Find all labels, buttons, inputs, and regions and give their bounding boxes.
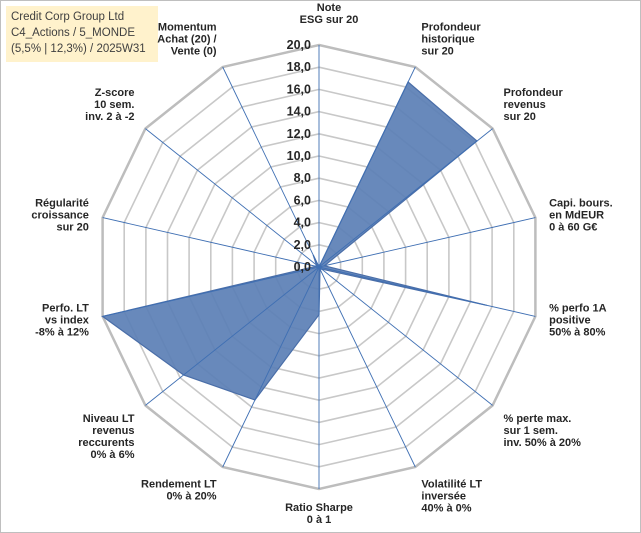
axis-label-8-line-0: Rendement LT — [141, 479, 217, 491]
axis-label-2-line-2: sur 20 — [504, 111, 536, 123]
axis-label-11-line-0: Régularité — [35, 198, 89, 210]
axis-label-1-line-0: Profondeur — [421, 21, 481, 33]
tick-label-6: 12,0 — [287, 127, 311, 141]
axis-label-8: Rendement LT0% à 20% — [141, 479, 217, 503]
axis-label-4-line-0: % perfo 1A — [549, 303, 607, 315]
axis-label-3-line-0: Capi. bours. — [549, 198, 613, 210]
axis-label-8-line-1: 0% à 20% — [166, 491, 216, 503]
spoke-5 — [318, 266, 493, 406]
axis-label-5-line-0: % perte max. — [504, 413, 572, 425]
axis-label-9-line-3: 0% à 6% — [90, 449, 134, 461]
tick-label-10: 20,0 — [287, 38, 311, 52]
tick-label-3: 6,0 — [294, 193, 311, 207]
spoke-4 — [318, 266, 536, 317]
axis-label-9-line-2: reccurents — [78, 437, 134, 449]
tick-label-9: 18,0 — [287, 60, 311, 74]
axis-label-7-line-0: Ratio Sharpe — [285, 502, 353, 514]
chart-title-box: Credit Corp Group Ltd C4_Actions / 5_MON… — [6, 6, 158, 62]
axis-label-5: % perte max.sur 1 sem.inv. 50% à 20% — [504, 413, 582, 449]
axis-label-6-line-2: 40% à 0% — [421, 503, 471, 515]
axis-label-3-line-2: 0 à 60 G€ — [549, 222, 597, 234]
spoke-10 — [102, 266, 320, 317]
axis-label-10-line-0: Perfo. LT — [42, 303, 89, 315]
axis-label-5-line-1: sur 1 sem. — [504, 425, 558, 437]
title-line-2: C4_Actions / 5_MONDE — [11, 27, 135, 39]
tick-label-7: 14,0 — [287, 105, 311, 119]
axis-label-13-line-1: Achat (20) / — [157, 33, 216, 45]
axis-label-6-line-1: inversée — [421, 491, 466, 503]
axis-label-10-line-2: -8% à 12% — [35, 327, 89, 339]
spoke-12 — [145, 128, 320, 268]
spoke-3 — [318, 217, 536, 268]
radial-tick-labels: 0,0 2,0 4,0 6,0 8,0 10,0 12,0 14,0 16,0 18,0 20,0 — [287, 38, 311, 274]
axis-label-3-line-1: en MdEUR — [549, 210, 604, 222]
axis-label-7-line-1: 0 à 1 — [307, 514, 331, 526]
spoke-6 — [318, 266, 416, 468]
axis-label-4-line-1: positive — [549, 315, 591, 327]
axis-label-0-line-1: ESG sur 20 — [300, 14, 359, 26]
axis-label-1-line-2: sur 20 — [421, 45, 453, 57]
spoke-9 — [145, 266, 320, 406]
tick-label-4: 8,0 — [294, 171, 311, 185]
title-line-3: (5,5% | 12,3%) / 2025W31 — [11, 43, 146, 55]
axis-label-1-line-1: historique — [421, 33, 474, 45]
radar-spokes — [102, 45, 536, 489]
axis-label-10-line-1: vs index — [45, 315, 90, 327]
tick-label-8: 16,0 — [287, 82, 311, 96]
spoke-13 — [222, 66, 320, 268]
axis-label-11-line-2: sur 20 — [56, 222, 88, 234]
axis-label-13-line-0: Momentum — [158, 21, 217, 33]
tick-label-1: 2,0 — [294, 238, 311, 252]
axis-label-9-line-0: Niveau LT — [83, 413, 135, 425]
axis-label-12-line-2: inv. 2 à -2 — [85, 111, 134, 123]
axis-label-6-line-0: Volatilité LT — [421, 479, 482, 491]
title-line-1: Credit Corp Group Ltd — [11, 11, 125, 23]
axis-label-12-line-0: Z-score — [95, 87, 135, 99]
axis-label-2-line-0: Profondeur — [504, 87, 564, 99]
spoke-1 — [318, 66, 416, 268]
axis-label-12-line-1: 10 sem. — [94, 99, 134, 111]
tick-label-2: 4,0 — [294, 216, 311, 230]
tick-label-0: 0,0 — [294, 260, 311, 274]
axis-label-0-line-0: Note — [317, 2, 341, 14]
spoke-11 — [102, 217, 320, 268]
tick-label-5: 10,0 — [287, 149, 311, 163]
spoke-8 — [222, 266, 320, 468]
axis-label-5-line-2: inv. 50% à 20% — [504, 437, 582, 449]
axis-label-2-line-1: revenus — [504, 99, 546, 111]
axis-label-9-line-1: revenus — [92, 425, 134, 437]
axis-label-4-line-2: 50% à 80% — [549, 327, 605, 339]
axis-label-11-line-1: croissance — [31, 210, 88, 222]
axis-label-13-line-2: Vente (0) — [171, 45, 217, 57]
spoke-2 — [318, 128, 493, 268]
